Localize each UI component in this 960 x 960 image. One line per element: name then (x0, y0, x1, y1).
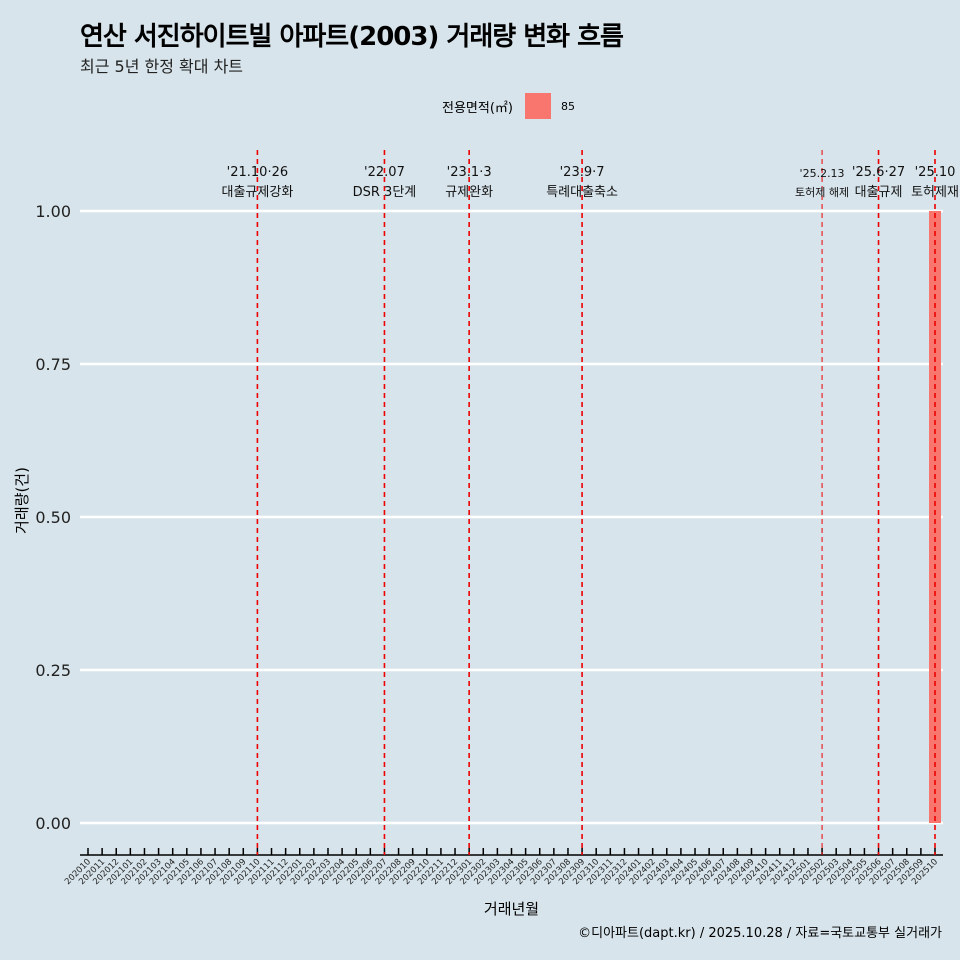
event-label: DSR 3단계 (353, 185, 417, 200)
legend-title: 전용면적(㎡) (442, 100, 513, 116)
event-label: 특례대출축소 (546, 185, 618, 200)
y-tick-label: 0.25 (35, 661, 71, 680)
chart-subtitle: 최근 5년 한정 확대 차트 (80, 57, 244, 76)
event-label: 토허제 해제 (795, 185, 849, 199)
event-date: '25.10 (915, 165, 956, 180)
event-label: 토허제재 (911, 185, 959, 200)
event-date: '23.1·3 (447, 165, 492, 180)
event-date: '23.9·7 (560, 165, 605, 180)
y-tick-label: 0.50 (35, 508, 71, 527)
y-tick-label: 0.75 (35, 355, 71, 374)
legend-item-label: 85 (560, 99, 575, 113)
event-label: 대출규제 (855, 185, 903, 200)
y-axis-label: 거래량(건) (12, 467, 31, 534)
legend-swatch (524, 93, 551, 119)
y-tick-label: 0.00 (35, 814, 71, 833)
x-axis-label: 거래년월 (483, 900, 540, 918)
bar (929, 211, 941, 823)
y-tick-label: 1.00 (35, 202, 71, 221)
event-label: 대출규제강화 (222, 185, 294, 200)
event-date: '22.07 (364, 165, 405, 180)
caption: ©디아파트(dapt.kr) / 2025.10.28 / 자료=국토교통부 실… (578, 926, 942, 941)
chart-title: 연산 서진하이트빌 아파트(2003) 거래량 변화 흐름 (80, 22, 624, 52)
event-date: '21.10·26 (227, 165, 288, 180)
event-label: 규제완화 (445, 185, 493, 200)
event-date: '25.2.13 (800, 167, 845, 180)
event-date: '25.6·27 (852, 165, 905, 180)
legend: 전용면적(㎡) 85 (442, 93, 575, 119)
